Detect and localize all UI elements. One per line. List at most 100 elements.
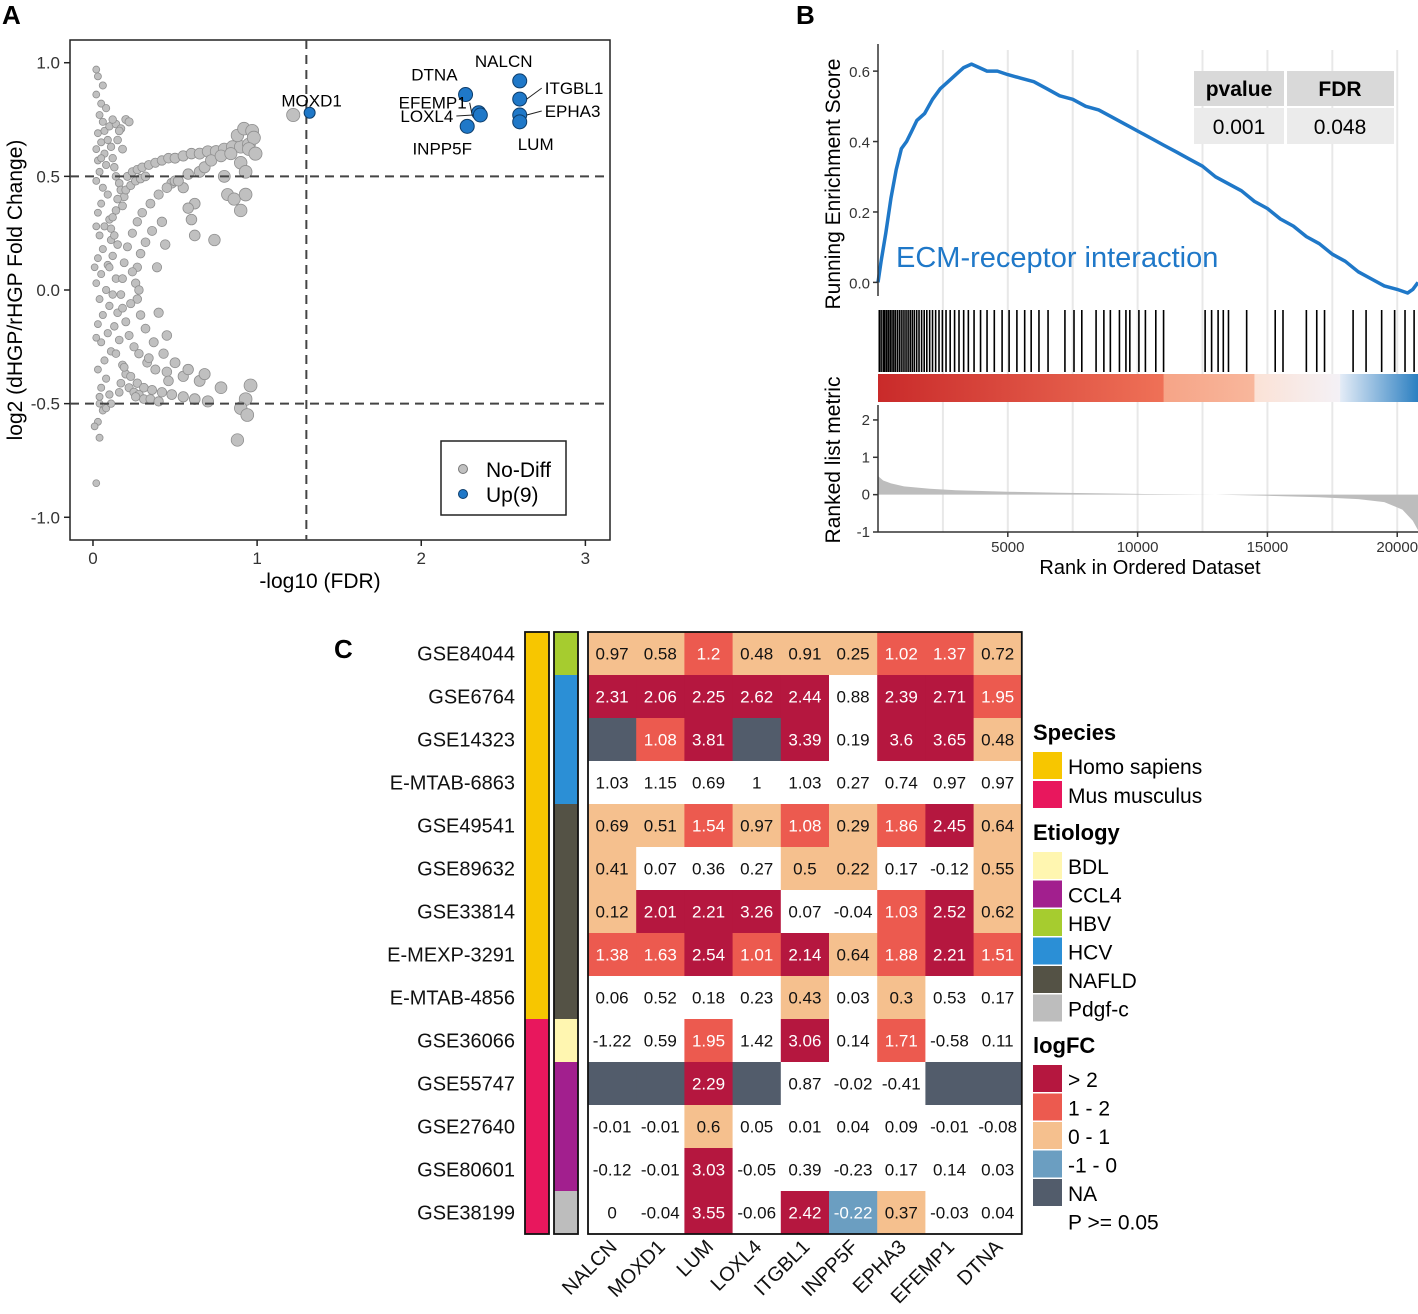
species-annotation <box>525 976 549 1020</box>
metric-tick-label: 2 <box>862 412 870 429</box>
cell-value: 2.39 <box>885 688 918 707</box>
cell-value: 0.36 <box>692 860 725 879</box>
heatmap-cell <box>973 761 1023 805</box>
cell-value: 1.95 <box>981 688 1014 707</box>
cell-value: 0.22 <box>837 860 870 879</box>
cell-value: 0.06 <box>596 989 629 1008</box>
cell-value: -0.05 <box>737 1161 776 1180</box>
nodiff-point <box>166 389 178 400</box>
es-tick-label: 0.6 <box>849 64 870 81</box>
cell-value: 1.15 <box>644 774 677 793</box>
cell-value: 2.29 <box>692 1075 725 1094</box>
row-label: E-MEXP-3291 <box>387 945 515 967</box>
cell-value: 3.55 <box>692 1204 725 1223</box>
gene-label-inpp5f: INPP5F <box>412 139 472 158</box>
cell-value: 0.03 <box>981 1161 1014 1180</box>
axes: 0.0 0.2 0.4 0.6 2 1 0 -1 5000 10000 15000 20000 <box>849 44 1418 556</box>
cell-value: 0.58 <box>644 645 677 664</box>
heatmap-cell <box>588 761 637 805</box>
cell-value: 0.29 <box>837 817 870 836</box>
heatmap-cell <box>732 1191 782 1235</box>
cell-value: 0.69 <box>692 774 725 793</box>
heatmap-cell <box>732 718 782 762</box>
cell-value: -0.12 <box>593 1161 632 1180</box>
heatmap-cell <box>780 632 830 676</box>
cell-value: 0.64 <box>837 946 870 965</box>
heatmap-cell <box>973 718 1023 762</box>
nodiff-point <box>113 240 122 249</box>
heatmap-cell <box>636 1105 685 1149</box>
nodiff-point <box>113 135 122 145</box>
legend-nodiff-marker <box>458 464 468 474</box>
color-bar-segment <box>1163 374 1255 402</box>
legend-species-title: Species <box>1033 720 1116 745</box>
pvalue-header: pvalue <box>1206 78 1273 101</box>
heatmap-panel: 0.97 0.58 1.2 0.48 0.91 0.25 1.02 1.37 0.72 2.31 2… <box>387 631 1202 1308</box>
heatmap-cell <box>588 804 637 848</box>
cell-value: 0.14 <box>933 1161 966 1180</box>
heatmap-cell <box>684 675 734 719</box>
color-bar-segment <box>878 374 1165 402</box>
legend-label: 1 - 2 <box>1068 1098 1110 1121</box>
heatmap-cell <box>636 1191 685 1235</box>
heatmap-cell <box>877 933 926 977</box>
heatmap-cell <box>780 1105 830 1149</box>
rank-tick-label: 15000 <box>1247 539 1289 556</box>
etiology-annotation <box>554 718 578 762</box>
cell-value: -0.08 <box>978 1118 1017 1137</box>
nodiff-point <box>98 183 107 192</box>
nodiff-point <box>131 392 141 402</box>
nodiff-point <box>127 228 137 238</box>
nodiff-point <box>97 154 106 163</box>
etiology-annotation <box>554 1062 578 1106</box>
nodiff-point <box>118 144 127 154</box>
nodiff-point <box>97 383 106 392</box>
stats-table: pvalue FDR 0.001 0.048 <box>1194 71 1394 144</box>
nodiff-point <box>147 225 158 236</box>
es-axis-title: Running Enrichment Score <box>822 59 845 310</box>
nodiff-point <box>246 130 261 145</box>
legend-swatch <box>1033 1065 1062 1092</box>
heatmap-cell <box>877 761 926 805</box>
nodiff-point <box>95 167 104 176</box>
cell-value: 0.62 <box>981 903 1014 922</box>
metric-tick-label: -1 <box>857 524 870 541</box>
heatmap-cell <box>684 976 734 1020</box>
enrichment-curve <box>876 62 1418 295</box>
heatmap-cell <box>636 761 685 805</box>
cell-value: 0.69 <box>596 817 629 836</box>
nodiff-point <box>153 307 164 318</box>
heatmap-cell <box>636 718 685 762</box>
heatmap-cell <box>636 890 685 934</box>
nodiff-point <box>116 378 126 388</box>
heatmap-cell <box>588 675 637 719</box>
heatmap-cell <box>684 1148 734 1192</box>
heatmap-cell <box>636 847 685 891</box>
nodiff-point <box>248 146 263 161</box>
cell-value: 3.81 <box>692 731 725 750</box>
row-label: E-MTAB-4856 <box>390 988 515 1010</box>
heatmap-cell <box>684 1105 734 1149</box>
heatmap-cell <box>829 632 878 676</box>
heatmap-cell <box>732 1062 782 1106</box>
cell-value: 0.04 <box>981 1204 1014 1223</box>
legend-swatch <box>1033 1179 1062 1206</box>
nodiff-point <box>143 353 154 364</box>
nodiff-point <box>102 374 111 383</box>
no-diff-points <box>90 65 301 488</box>
cell-value: -0.12 <box>930 860 969 879</box>
heatmap-cell <box>684 804 734 848</box>
es-tick-label: 0.0 <box>849 275 870 292</box>
row-labels: GSE84044 GSE6764 GSE14323 E-MTAB-6863 GSE495… <box>387 644 515 1225</box>
nodiff-point <box>92 222 101 231</box>
legend-up-marker <box>458 489 468 499</box>
heatmap-cell <box>925 1105 975 1149</box>
nodiff-point <box>108 251 117 261</box>
legend-swatch <box>1033 909 1062 936</box>
nodiff-point <box>111 206 121 215</box>
nodiff-point <box>150 364 161 375</box>
heatmap-cell <box>588 1191 637 1235</box>
x-tick-label: 1 <box>252 549 261 568</box>
cell-value: 0.19 <box>837 731 870 750</box>
